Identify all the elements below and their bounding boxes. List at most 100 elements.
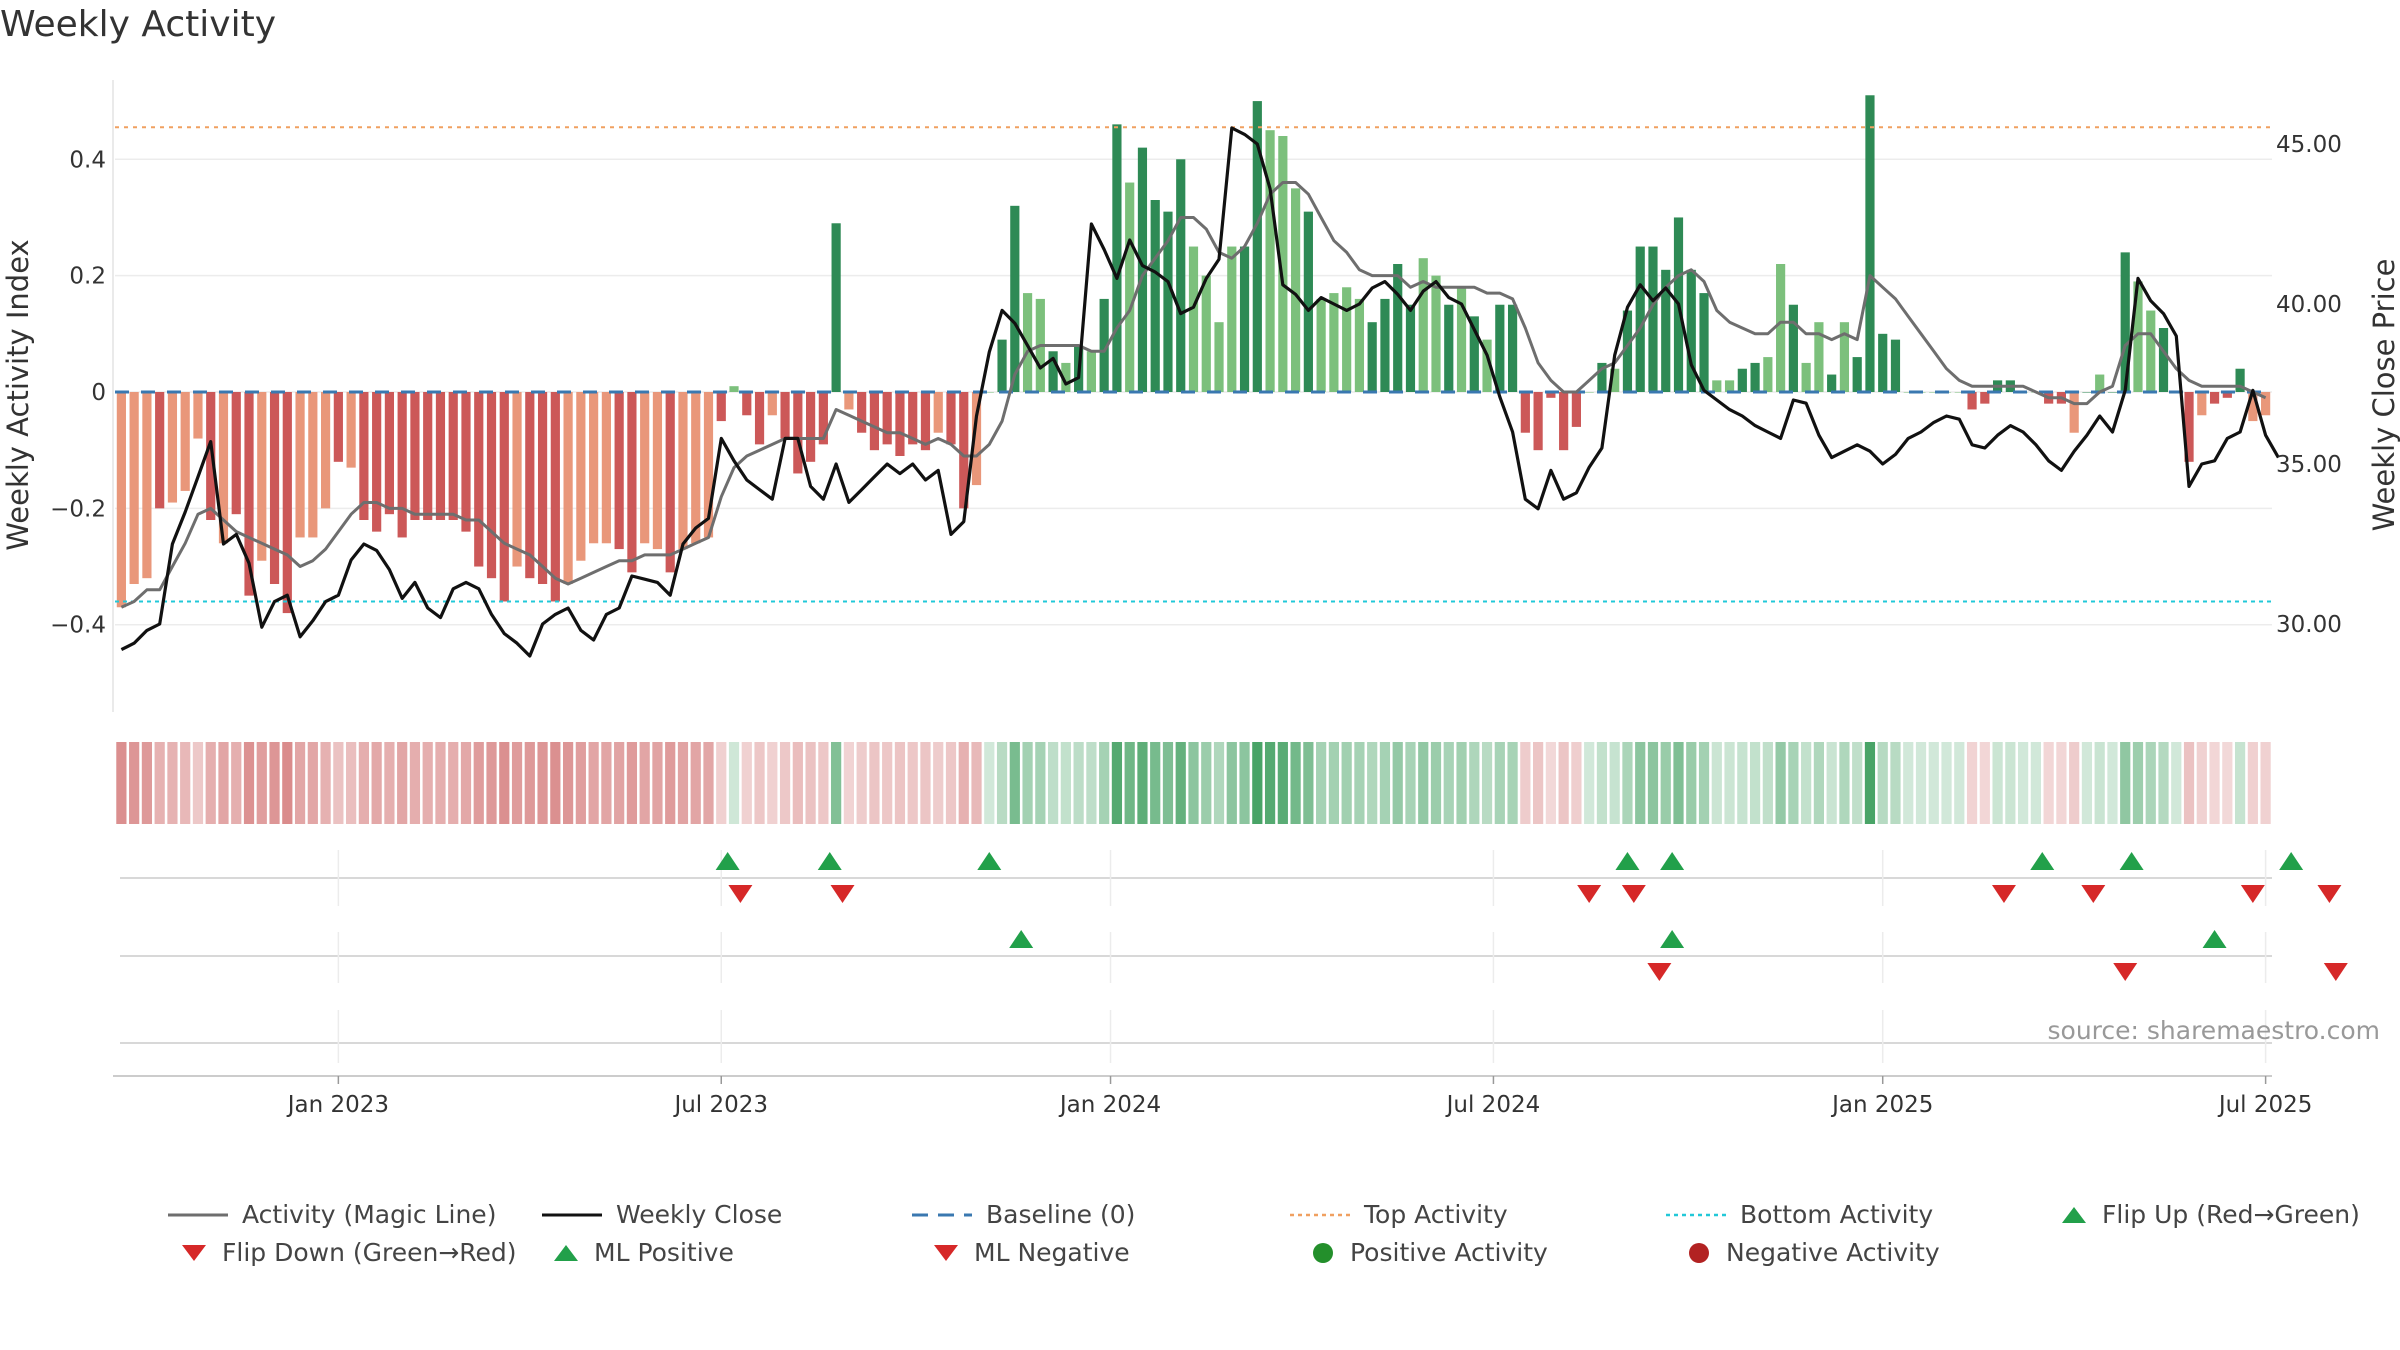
activity-bar: [627, 392, 637, 573]
heat-cell: [1903, 742, 1914, 824]
activity-bar: [423, 392, 433, 520]
heat-cell: [741, 742, 752, 824]
heat-cell: [792, 742, 803, 824]
activity-bar: [1482, 339, 1492, 392]
heat-cell: [116, 742, 127, 824]
heat-cell: [1456, 742, 1467, 824]
activity-bar: [1546, 392, 1556, 398]
activity-bar: [652, 392, 663, 550]
up-marker: [2030, 852, 2055, 870]
heat-cell: [1533, 742, 1544, 824]
activity-bar: [2095, 374, 2105, 392]
heat-cell: [1660, 742, 1671, 824]
legend-label: ML Positive: [594, 1238, 734, 1267]
heat-cell: [1788, 742, 1799, 824]
y2-tick-label: 35.00: [2276, 452, 2342, 478]
y-tick-label: −0.4: [50, 613, 106, 639]
heat-cell: [422, 742, 433, 824]
heat-cell: [1481, 742, 1493, 824]
activity-bar: [1827, 374, 1837, 392]
activity-bar: [1571, 392, 1581, 427]
heat-cell: [1290, 742, 1301, 824]
heat-cell: [2107, 742, 2118, 824]
heat-cell: [282, 742, 293, 824]
heat-cell: [1877, 742, 1888, 824]
activity-bar: [1431, 275, 1441, 392]
activity-bar: [512, 392, 522, 567]
heat-cell: [473, 742, 484, 824]
heat-cell: [550, 742, 561, 824]
x-tick-label: Jul 2023: [672, 1092, 768, 1118]
weekly-activity-chart: −0.4 −0.2 0 0.2 0.4 30.00 35.00 40.00 45.00 Jan 2…: [1, 80, 2400, 1118]
down-marker: [1621, 885, 1646, 903]
heat-cell: [2234, 742, 2246, 824]
activity-bar: [2222, 392, 2232, 398]
y-tick-label: 0.4: [69, 147, 106, 173]
activity-bar: [1137, 147, 1148, 392]
activity-bar: [933, 392, 943, 433]
heat-cell: [524, 742, 535, 824]
activity-bar: [410, 392, 420, 520]
heat-cell: [1864, 742, 1876, 824]
activity-bar: [703, 392, 714, 538]
signal-rows: [120, 850, 2348, 1063]
activity-bar: [1712, 380, 1722, 392]
activity-bar: [1239, 246, 1250, 392]
activity-bar: [1291, 188, 1301, 392]
activity-bar: [537, 392, 548, 584]
heat-cell: [1494, 742, 1505, 824]
heat-cell: [882, 742, 893, 824]
activity-bar: [1852, 357, 1862, 392]
heat-cell: [1137, 742, 1148, 824]
activity-bar: [1584, 392, 1594, 393]
activity-bar: [959, 392, 969, 509]
activity-bar: [282, 392, 292, 614]
heat-cell: [1801, 742, 1812, 824]
heat-cell: [1469, 742, 1480, 824]
heat-cell: [2005, 742, 2016, 824]
activity-bar: [640, 392, 650, 544]
heat-cell: [945, 742, 957, 824]
heat-cell: [384, 742, 395, 824]
line-swatch-icon: [1290, 1205, 1364, 1225]
heat-cell: [1328, 742, 1340, 824]
activity-bar: [129, 392, 139, 584]
axes: −0.4 −0.2 0 0.2 0.4 30.00 35.00 40.00 45.00 Jan 2…: [50, 80, 2342, 1118]
activity-bar: [818, 392, 828, 445]
activity-bar: [754, 392, 765, 445]
heat-cell: [294, 742, 306, 824]
activity-bar: [1150, 200, 1160, 392]
heat-cell: [1162, 742, 1174, 824]
activity-bar: [1699, 293, 1709, 392]
triangle-icon: [180, 1242, 222, 1264]
heat-cell: [1035, 742, 1046, 824]
activity-bar: [474, 392, 484, 567]
heat-cell: [1341, 742, 1352, 824]
activity-bar: [180, 392, 190, 491]
activity-bar: [1622, 310, 1633, 392]
legend-label: Activity (Magic Line): [242, 1200, 497, 1229]
heat-cell: [1724, 742, 1735, 824]
activity-bar: [218, 392, 229, 544]
y-axis-title: Weekly Activity Index: [1, 239, 35, 550]
up-marker: [2279, 852, 2304, 870]
heat-cell: [1188, 742, 1199, 824]
heat-cell: [2247, 742, 2258, 824]
activity-bar: [1278, 136, 1288, 392]
activity-bar: [1354, 298, 1365, 392]
legend-item: Activity (Magic Line): [168, 1200, 496, 1229]
activity-bar: [831, 223, 841, 392]
heat-cell: [1762, 742, 1773, 824]
heat-cell: [1047, 742, 1059, 824]
activity-bar: [1890, 339, 1901, 392]
activity-bar: [193, 392, 203, 439]
heat-cell: [1213, 742, 1225, 824]
heat-cell: [346, 742, 357, 824]
activity-bar: [486, 392, 497, 579]
up-marker: [817, 852, 842, 870]
weekly-close-line: [120, 126, 2280, 658]
legend-item: Flip Down (Green→Red): [180, 1238, 517, 1267]
reference-lines: [115, 126, 2272, 603]
up-marker: [977, 852, 1002, 870]
activity-bar: [767, 392, 777, 416]
